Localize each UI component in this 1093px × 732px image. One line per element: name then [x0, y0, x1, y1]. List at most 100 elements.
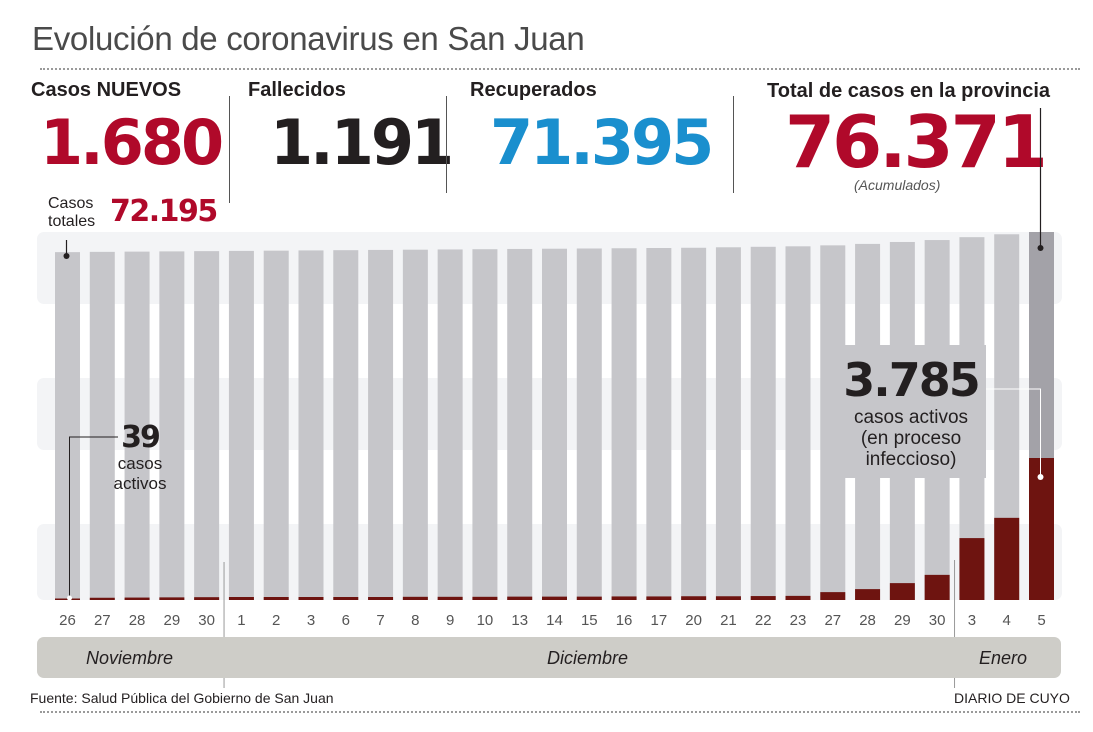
- province-total-value: 76.371: [785, 100, 1048, 184]
- active-bar: [333, 596, 359, 600]
- leader-line: [986, 388, 1041, 477]
- x-tick-label: 4: [1003, 612, 1011, 629]
- credit: DIARIO DE CUYO: [954, 690, 1070, 706]
- x-tick-label: 7: [376, 612, 384, 629]
- first-annotation-value: 39: [121, 420, 161, 455]
- total-bar: [402, 249, 428, 600]
- x-tick-label: 23: [790, 612, 807, 629]
- total-cases-sub-label: Casos totales: [48, 195, 95, 231]
- active-bar: [263, 596, 289, 600]
- deaths-value: 1.191: [270, 106, 454, 179]
- last-annotation-line1: casos activos: [853, 407, 969, 428]
- bottom-divider: [40, 711, 1080, 713]
- active-bar: [646, 596, 672, 600]
- active-bar: [507, 596, 533, 600]
- total-bar: [263, 250, 289, 600]
- leader-dot: [1037, 245, 1044, 251]
- new-cases-value: 1.680: [40, 106, 224, 179]
- active-bar: [959, 538, 985, 600]
- active-bar: [542, 596, 567, 600]
- last-annotation-value: 3.785: [843, 353, 981, 407]
- active-bar: [855, 589, 881, 600]
- total-cases-sub-label-line1: Casos: [48, 195, 94, 212]
- x-tick-label: 29: [894, 612, 911, 629]
- active-bar: [715, 596, 741, 600]
- total-bar: [333, 250, 359, 600]
- total-cases-sub-value: 72.195: [110, 194, 218, 229]
- x-tick-label: 27: [94, 612, 111, 629]
- last-annotation-line2: (en proceso: [860, 428, 962, 449]
- leader-line: [69, 436, 118, 598]
- total-bar: [228, 250, 254, 600]
- active-bar: [437, 596, 463, 600]
- total-bar: [715, 247, 741, 600]
- new-cases-label: Casos NUEVOS: [31, 79, 182, 101]
- total-bar: [681, 247, 707, 600]
- active-bar: [576, 596, 602, 600]
- active-bar: [298, 596, 324, 600]
- x-tick-label: 22: [755, 612, 772, 629]
- active-bar: [750, 596, 776, 600]
- x-tick-label: 9: [446, 612, 454, 629]
- x-tick-label: 26: [59, 612, 76, 629]
- active-bar: [681, 596, 707, 600]
- x-tick-label: 20: [685, 612, 702, 629]
- total-bar: [646, 248, 672, 601]
- first-annotation: 39 casos activos: [107, 422, 173, 494]
- month-label-enero: Enero: [979, 648, 1028, 668]
- total-bar: [124, 251, 150, 600]
- total-bar: [542, 248, 567, 601]
- x-tick-label: 21: [720, 612, 737, 629]
- month-label-noviembre: Noviembre: [86, 648, 174, 668]
- x-tick-label: 16: [616, 612, 633, 629]
- active-bar: [402, 596, 428, 600]
- active-bar: [124, 597, 150, 600]
- total-cases-sub-label-line2: totales: [48, 213, 96, 230]
- total-bar: [785, 246, 811, 600]
- total-bar: [55, 252, 80, 600]
- x-tick-label: 28: [859, 612, 876, 629]
- x-tick-label: 6: [342, 612, 350, 629]
- x-tick-label: 27: [824, 612, 841, 629]
- active-bar: [889, 583, 915, 600]
- x-tick-label: 8: [411, 612, 419, 629]
- source-note: Fuente: Salud Pública del Gobierno de Sa…: [30, 690, 334, 706]
- active-bar: [1029, 458, 1054, 600]
- active-bar: [785, 595, 811, 600]
- leader-dot: [1037, 474, 1044, 480]
- total-bar: [437, 249, 463, 600]
- x-tick-label: 29: [164, 612, 181, 629]
- last-annotation: 3.785 casos activos (en proceso infeccio…: [836, 345, 986, 478]
- total-bar: [298, 250, 324, 600]
- x-tick-label: 3: [307, 612, 315, 629]
- separator: [446, 96, 447, 193]
- total-bar: [750, 246, 776, 601]
- separator: [229, 96, 230, 203]
- top-divider: [40, 68, 1080, 70]
- active-bar: [228, 596, 254, 600]
- month-band: [37, 637, 1061, 678]
- page-title: Evolución de coronavirus en San Juan: [32, 20, 585, 57]
- leader-dot: [63, 253, 70, 259]
- x-tick-label: 5: [1037, 612, 1045, 629]
- deaths-label: Fallecidos: [248, 79, 346, 101]
- total-bar: [194, 251, 220, 601]
- x-tick-label: 13: [511, 612, 528, 629]
- total-bar: [89, 251, 115, 601]
- total-bar: [576, 248, 602, 600]
- x-tick-label: 30: [929, 612, 946, 629]
- x-tick-label: 15: [581, 612, 598, 629]
- active-bar: [820, 592, 846, 600]
- first-annotation-line1: casos: [117, 454, 163, 473]
- x-tick-label: 10: [477, 612, 494, 629]
- active-bar: [194, 597, 220, 600]
- active-bar: [994, 517, 1020, 600]
- total-bar: [159, 251, 185, 600]
- last-annotation-line3: infeccioso): [865, 449, 957, 470]
- recovered-value: 71.395: [490, 106, 714, 179]
- active-bar: [611, 596, 637, 600]
- total-bar: [507, 248, 533, 600]
- total-bar: [368, 249, 394, 601]
- active-bar: [89, 597, 115, 600]
